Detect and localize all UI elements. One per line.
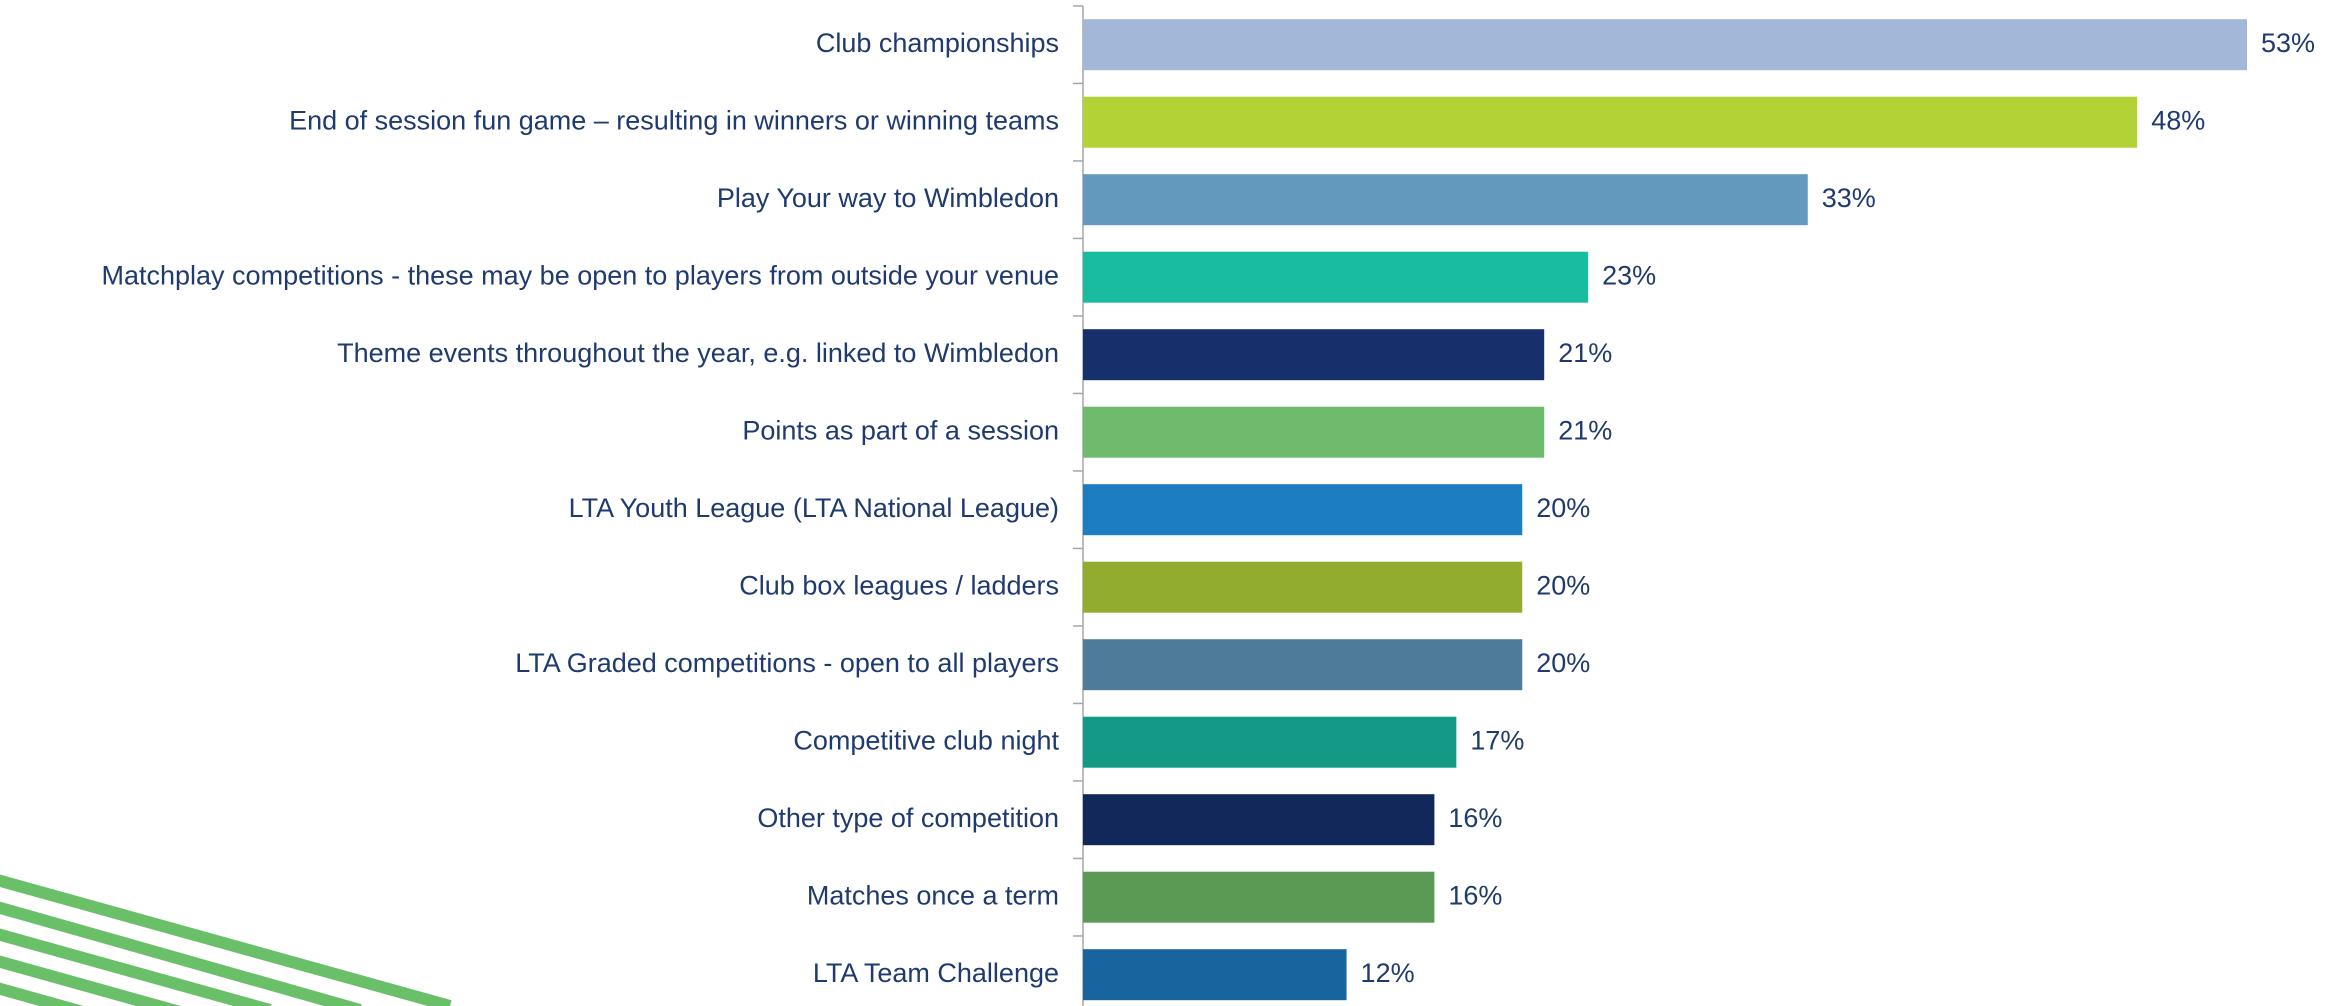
bar [1083, 97, 2137, 148]
value-label: 16% [1448, 880, 1502, 910]
bar [1083, 252, 1588, 303]
value-label: 17% [1470, 725, 1524, 755]
category-label: Play Your way to Wimbledon [717, 183, 1059, 213]
value-label: 21% [1558, 415, 1612, 445]
bar [1083, 949, 1347, 1000]
category-label: Other type of competition [757, 803, 1059, 833]
bar [1083, 639, 1522, 690]
value-label: 48% [2151, 105, 2205, 135]
bar [1083, 407, 1544, 458]
value-label: 23% [1602, 260, 1656, 290]
value-label: 20% [1536, 648, 1590, 678]
bar [1083, 19, 2247, 70]
category-label: Matchplay competitions - these may be op… [102, 260, 1060, 290]
value-label: 16% [1448, 803, 1502, 833]
category-label: Theme events throughout the year, e.g. l… [337, 338, 1059, 368]
page: {"chart_data": {"type": "bar", "orientat… [0, 0, 2337, 1006]
value-label: 33% [1822, 183, 1876, 213]
value-label: 20% [1536, 493, 1590, 523]
bar [1083, 794, 1434, 845]
bar [1083, 717, 1456, 768]
chart: Club championships 53% End of session fun … [0, 0, 2337, 1006]
category-label: LTA Youth League (LTA National League) [569, 493, 1059, 523]
decorative-stripes [0, 878, 450, 1006]
bar [1083, 562, 1522, 613]
category-label: Points as part of a session [742, 415, 1059, 445]
value-label: 20% [1536, 570, 1590, 600]
category-label: Club box leagues / ladders [739, 570, 1059, 600]
value-label: 53% [2261, 28, 2315, 58]
bar [1083, 329, 1544, 380]
category-label: Club championships [816, 28, 1059, 58]
bar [1083, 174, 1808, 225]
value-label: 12% [1361, 958, 1415, 988]
category-label: Matches once a term [807, 880, 1059, 910]
bar [1083, 872, 1434, 923]
category-label: Competitive club night [793, 725, 1059, 755]
value-label: 21% [1558, 338, 1612, 368]
category-label: LTA Graded competitions - open to all pl… [515, 648, 1059, 678]
category-label: LTA Team Challenge [813, 958, 1059, 988]
bar [1083, 484, 1522, 535]
category-label: End of session fun game – resulting in w… [289, 105, 1059, 135]
